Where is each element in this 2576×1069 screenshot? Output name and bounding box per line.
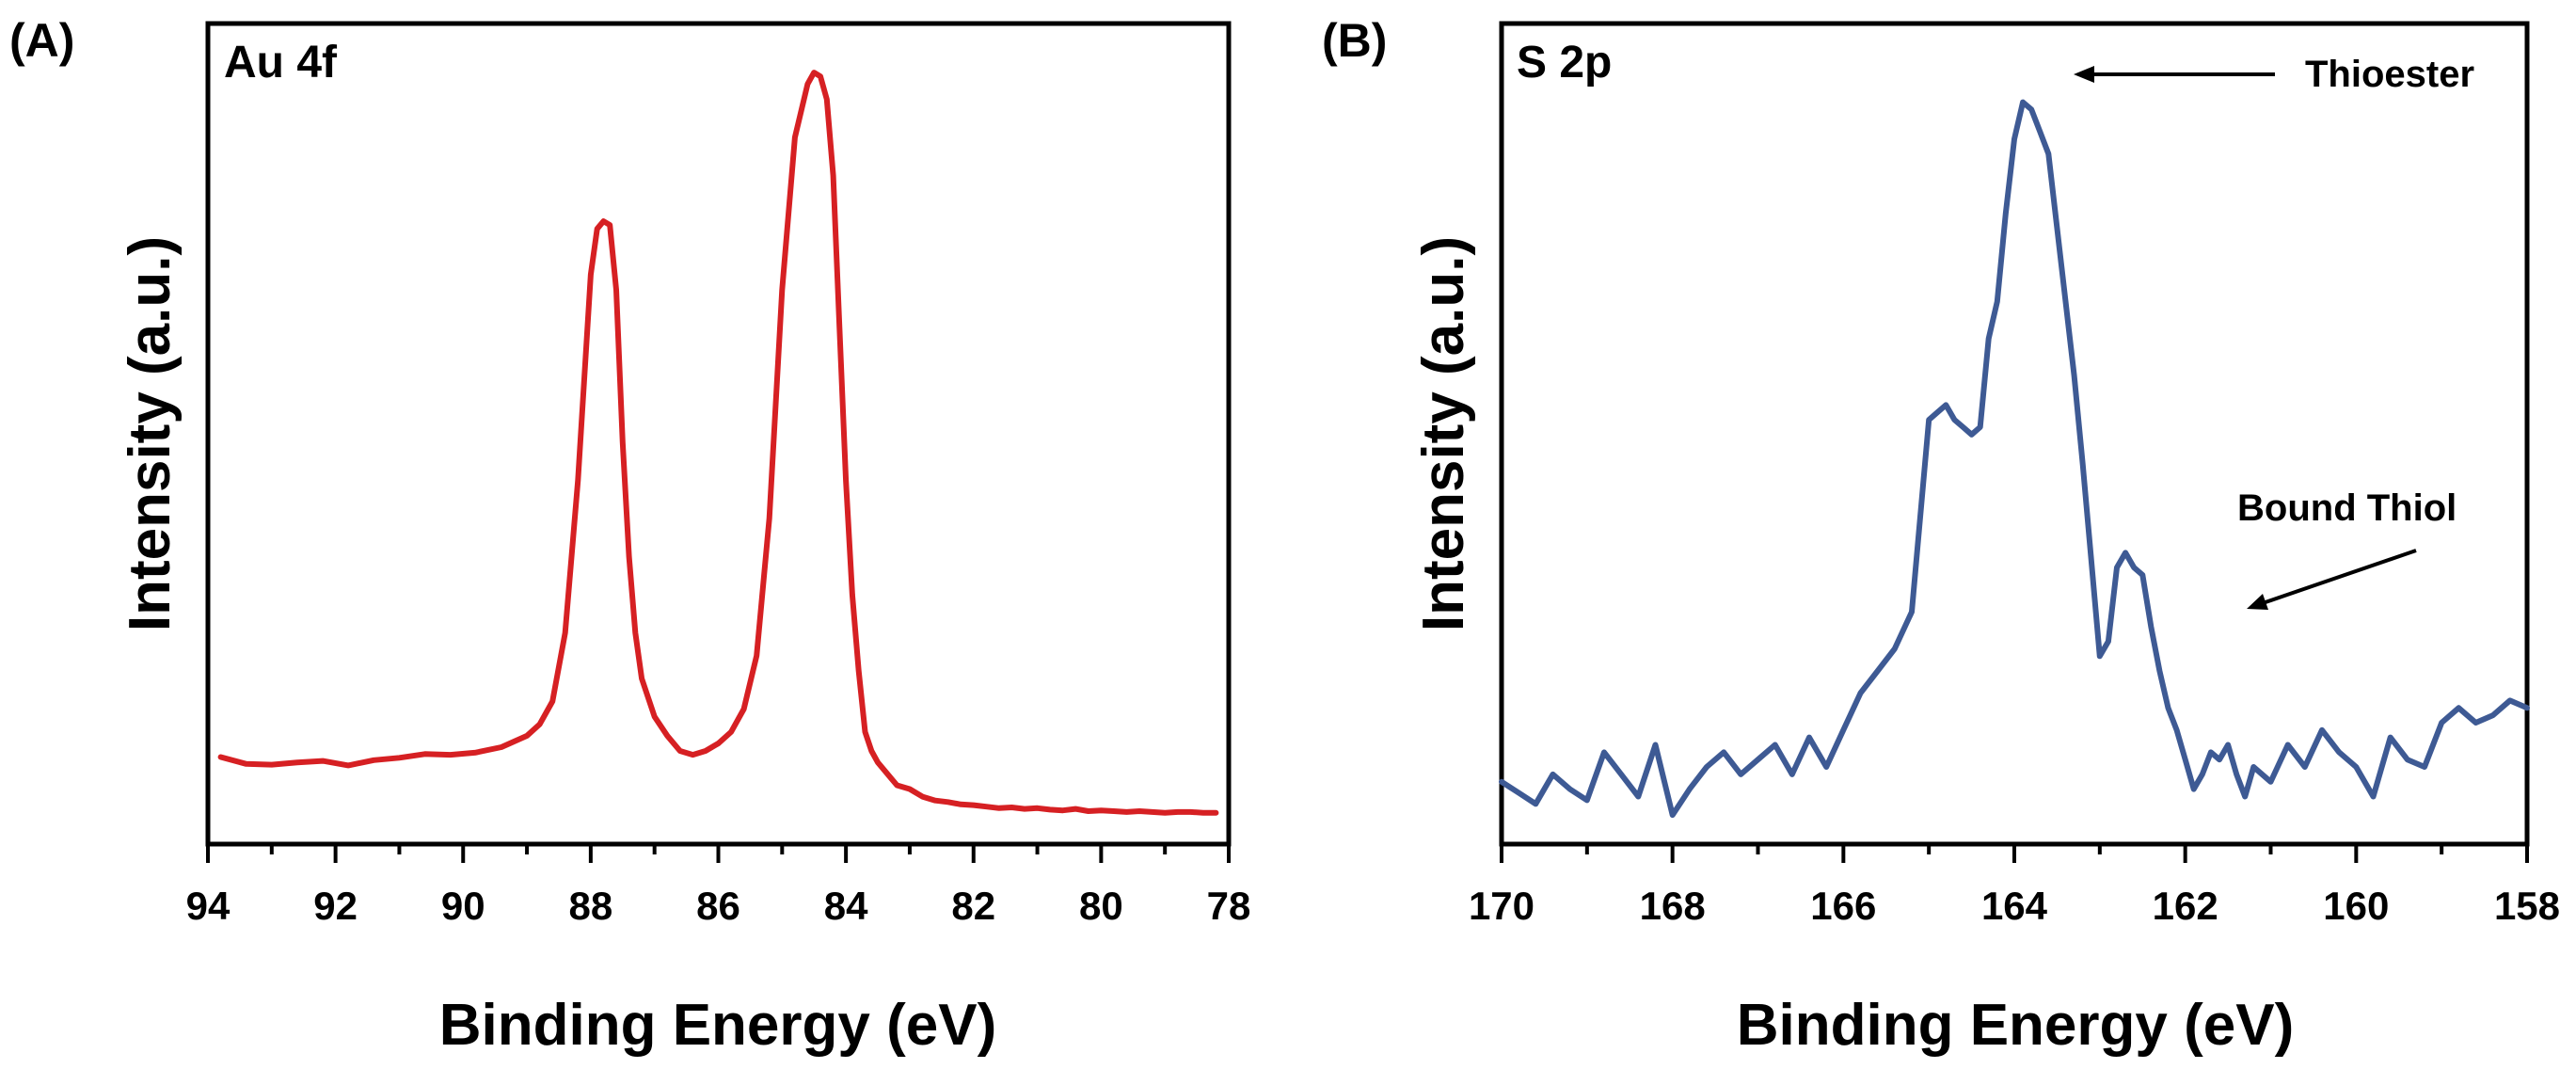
panel-a-series-line <box>217 70 1219 816</box>
panel-a-x-tick-labels: 94 92 90 88 86 84 82 80 78 <box>186 884 1251 928</box>
x-tick-label: 92 <box>313 884 358 928</box>
bound-thiol-arrowhead <box>2247 594 2268 610</box>
panel-a-frame <box>205 21 1232 847</box>
panel-a-xlabel: Binding Energy (eV) <box>439 993 996 1058</box>
panel-b-x-ticks <box>1500 844 2529 863</box>
thioester-arrowhead <box>2074 66 2094 83</box>
panel-a: (A) Au 4f 94 92 90 88 86 84 82 80 78 Binding Ene… <box>9 14 1250 1058</box>
panel-a-title: Au 4f <box>224 38 338 88</box>
panel-b-series-line <box>1499 99 2530 819</box>
x-tick-label: 170 <box>1469 884 1534 928</box>
x-tick-label: 80 <box>1079 884 1123 928</box>
panel-b: (B) S 2p 170 168 166 164 162 160 158 Thioester… <box>1322 14 2560 1058</box>
x-tick-label: 78 <box>1207 884 1251 928</box>
x-tick-label: 90 <box>441 884 485 928</box>
panel-b-xlabel: Binding Energy (eV) <box>1737 993 2294 1058</box>
thioester-annotation: Thioester <box>2305 54 2474 95</box>
bound-thiol-arrow <box>2259 549 2417 606</box>
x-tick-label: 86 <box>696 884 740 928</box>
panel-b-x-tick-labels: 170 168 166 164 162 160 158 <box>1469 884 2560 928</box>
panel-a-label: (A) <box>9 14 74 67</box>
x-tick-label: 82 <box>951 884 995 928</box>
x-tick-label: 168 <box>1640 884 1706 928</box>
x-tick-label: 160 <box>2323 884 2389 928</box>
x-tick-label: 158 <box>2494 884 2560 928</box>
panel-b-label: (B) <box>1322 14 1387 67</box>
bound-thiol-annotation: Bound Thiol <box>2237 487 2457 529</box>
x-tick-label: 94 <box>186 884 231 928</box>
x-tick-label: 84 <box>824 884 868 928</box>
panel-b-title: S 2p <box>1517 38 1612 88</box>
x-tick-label: 88 <box>569 884 613 928</box>
panel-a-ylabel: Intensity (a.u.) <box>118 236 183 631</box>
panel-a-x-ticks <box>206 844 1231 863</box>
panel-b-ylabel: Intensity (a.u.) <box>1411 236 1476 631</box>
x-tick-label: 162 <box>2153 884 2218 928</box>
x-tick-label: 166 <box>1810 884 1876 928</box>
x-tick-label: 164 <box>1981 884 2048 928</box>
